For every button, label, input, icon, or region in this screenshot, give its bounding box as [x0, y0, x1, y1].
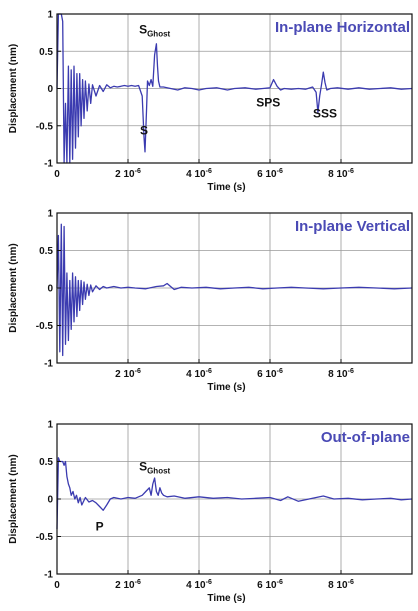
displacement-trace [56, 13, 413, 164]
x-tick-label: 4 10-6 [186, 168, 212, 180]
x-tick-label: 8 10-6 [328, 368, 354, 380]
wave-annotation: S [140, 124, 148, 138]
x-tick-mantissa: 4 10 [186, 169, 206, 180]
x-tick-label: 6 10-6 [257, 579, 283, 591]
y-tick-label: -1 [44, 359, 53, 370]
annotation-label: S [139, 22, 147, 36]
y-tick-label: -1 [44, 570, 53, 581]
y-tick-label: 0 [47, 84, 53, 95]
y-axis-title: Displacement (nm) [8, 454, 19, 543]
annotation-subscript: Ghost [147, 29, 170, 38]
y-tick-label: 0.5 [39, 47, 53, 58]
x-axis-title: Time (s) [207, 593, 245, 604]
x-tick-mantissa: 2 10 [115, 369, 135, 380]
y-tick-label: 0.5 [39, 457, 53, 468]
annotation-label: P [96, 520, 104, 534]
panel-title: Out-of-plane [321, 429, 410, 446]
y-tick-label: 0 [47, 284, 53, 295]
x-tick-exponent: -6 [348, 368, 354, 375]
x-tick-mantissa: 6 10 [257, 580, 277, 591]
x-tick-exponent: -6 [206, 368, 212, 375]
y-tick-label: 1 [47, 420, 53, 431]
x-tick-label: 4 10-6 [186, 579, 212, 591]
wave-annotation: P [96, 520, 104, 534]
annotation-subscript: Ghost [147, 467, 170, 476]
displacement-trace [56, 223, 413, 357]
x-tick-mantissa: 0 [54, 169, 60, 180]
x-tick-label: 6 10-6 [257, 168, 283, 180]
chart-panel-2: 10.50-0.5-12 10-6 4 10-6 6 10-6 8 10-6Time … [8, 209, 413, 393]
x-axis-title: Time (s) [207, 182, 245, 193]
x-tick-mantissa: 4 10 [186, 369, 206, 380]
x-tick-mantissa: 4 10 [186, 580, 206, 591]
x-tick-mantissa: 6 10 [257, 169, 277, 180]
y-tick-label: 0.5 [39, 246, 53, 257]
x-tick-label: 8 10-6 [328, 579, 354, 591]
x-tick-mantissa: 8 10 [328, 369, 348, 380]
wave-annotation: SGhost [139, 22, 170, 38]
y-tick-label: 1 [47, 10, 53, 21]
y-tick-label: -0.5 [36, 532, 54, 543]
y-axis-title: Displacement (nm) [8, 243, 19, 332]
annotation-label: SPS [256, 95, 280, 109]
panel-title: In-plane Vertical [295, 218, 410, 235]
x-axis-title: Time (s) [207, 382, 245, 393]
y-tick-label: -1 [44, 159, 53, 170]
y-tick-label: -0.5 [36, 121, 54, 132]
wave-annotation: SGhost [139, 460, 170, 476]
x-tick-label: 0 [54, 169, 60, 180]
annotation-label: S [140, 124, 148, 138]
wave-annotation: SPS [256, 95, 280, 109]
x-tick-exponent: -6 [135, 168, 141, 175]
x-tick-exponent: -6 [135, 368, 141, 375]
wave-annotation: SSS [313, 107, 337, 121]
x-tick-label: 2 10-6 [115, 579, 141, 591]
x-tick-mantissa: 2 10 [115, 580, 135, 591]
y-tick-label: 1 [47, 209, 53, 220]
x-tick-exponent: -6 [277, 368, 283, 375]
y-tick-label: 0 [47, 495, 53, 506]
x-tick-label: 0 [54, 580, 60, 591]
x-tick-label: 6 10-6 [257, 368, 283, 380]
displacement-trace [56, 457, 413, 530]
x-tick-exponent: -6 [206, 579, 212, 586]
y-axis-title: Displacement (nm) [8, 44, 19, 133]
x-tick-exponent: -6 [277, 168, 283, 175]
x-tick-exponent: -6 [277, 579, 283, 586]
chart-panel-1: 10.50-0.5-10 2 10-6 4 10-6 6 10-6 8 10-6Time… [8, 10, 413, 193]
x-tick-mantissa: 0 [54, 580, 60, 591]
annotation-label: SSS [313, 107, 337, 121]
annotation-label: S [139, 460, 147, 474]
x-tick-label: 8 10-6 [328, 168, 354, 180]
x-tick-exponent: -6 [348, 579, 354, 586]
x-tick-label: 2 10-6 [115, 168, 141, 180]
x-tick-label: 2 10-6 [115, 368, 141, 380]
x-tick-mantissa: 6 10 [257, 369, 277, 380]
x-tick-exponent: -6 [206, 168, 212, 175]
x-tick-mantissa: 2 10 [115, 169, 135, 180]
panel-title: In-plane Horizontal [275, 19, 410, 36]
x-tick-exponent: -6 [135, 579, 141, 586]
x-tick-exponent: -6 [348, 168, 354, 175]
x-tick-mantissa: 8 10 [328, 580, 348, 591]
x-tick-label: 4 10-6 [186, 368, 212, 380]
x-tick-mantissa: 8 10 [328, 169, 348, 180]
y-tick-label: -0.5 [36, 321, 54, 332]
chart-panel-3: 10.50-0.5-10 2 10-6 4 10-6 6 10-6 8 10-6Time… [8, 420, 413, 604]
